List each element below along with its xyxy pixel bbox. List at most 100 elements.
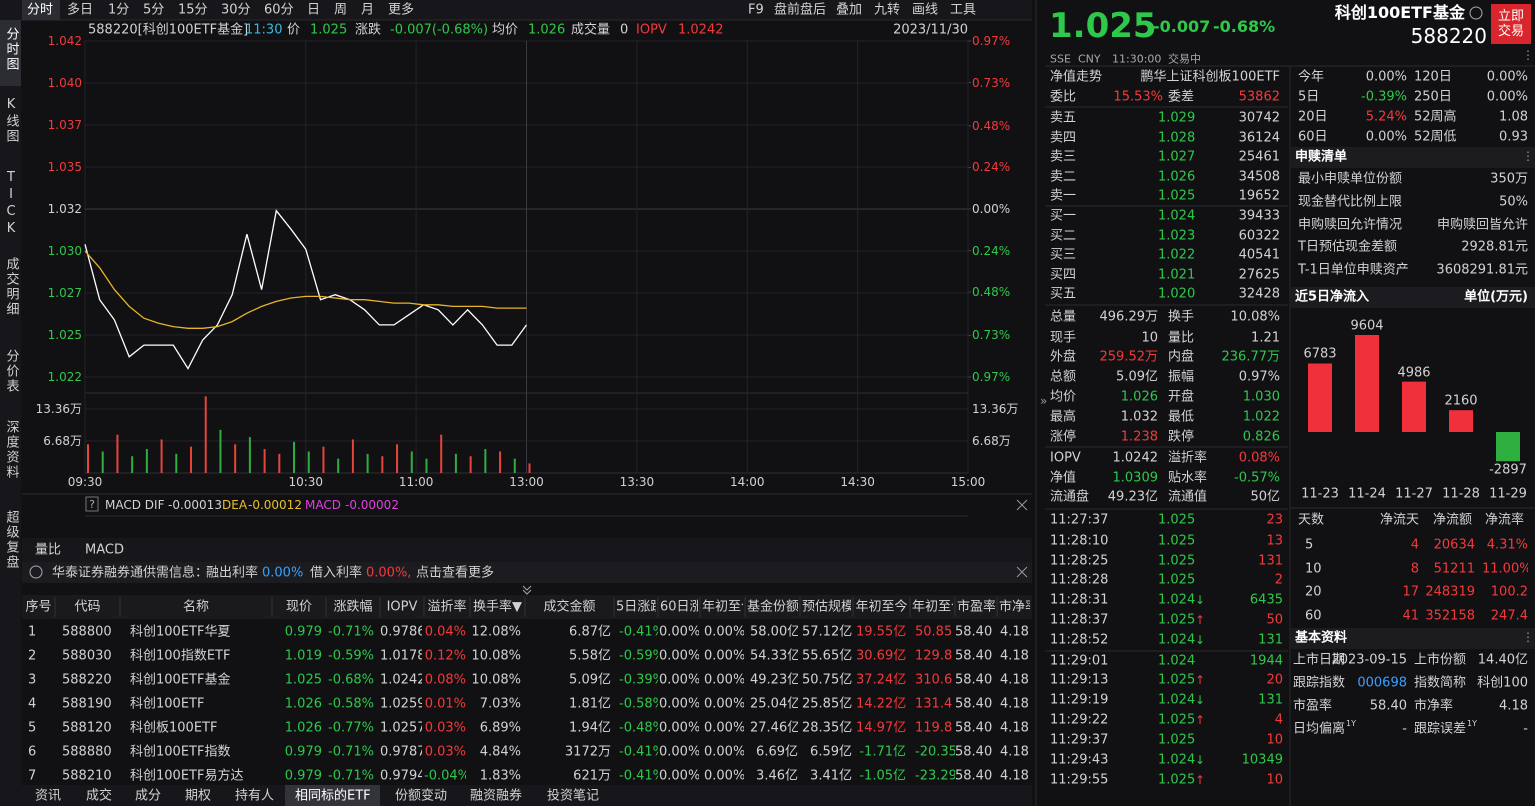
- column-header[interactable]: IOPV: [386, 599, 418, 615]
- trade-button[interactable]: [1491, 4, 1531, 44]
- tool-button[interactable]: 盘前盘后: [774, 2, 827, 18]
- close-icon[interactable]: [1016, 566, 1028, 578]
- tool-button[interactable]: 工具: [950, 2, 977, 18]
- perf-value: 0.00%: [1486, 69, 1528, 85]
- column-header[interactable]: 市净率: [999, 599, 1030, 615]
- macd-info: MACD: [305, 498, 341, 512]
- period-tab[interactable]: 更多: [388, 2, 415, 18]
- table-cell: -0.41%: [619, 744, 658, 760]
- bottom-tab[interactable]: 融资融券: [470, 788, 523, 804]
- basic-value[interactable]: 000698: [1357, 675, 1407, 691]
- column-header[interactable]: 年初至今: [855, 599, 908, 615]
- creation-label: T-1日单位申赎资产: [1298, 262, 1409, 278]
- side-tab[interactable]: 分价表: [3, 349, 19, 394]
- volume-bar: [528, 463, 531, 473]
- stat-value: 1.0242: [1112, 450, 1159, 466]
- column-header[interactable]: 名称: [182, 599, 209, 615]
- tool-button[interactable]: 画线: [912, 2, 939, 18]
- trade-button-label[interactable]: 立即交易: [1497, 9, 1524, 39]
- column-header[interactable]: 涨跌幅: [333, 599, 373, 615]
- trade-price: 1.024: [1158, 632, 1196, 648]
- table-cell: 58.40: [955, 672, 993, 688]
- bottom-tab[interactable]: 投资笔记: [547, 788, 600, 804]
- more-icon[interactable]: ⋮: [1522, 630, 1534, 644]
- side-tab[interactable]: 分时图: [3, 27, 19, 72]
- period-tab[interactable]: 月: [361, 2, 375, 18]
- table-cell: 58.40: [955, 648, 993, 664]
- inflow-bar: [1449, 410, 1473, 432]
- table-cell: 37.24亿: [856, 672, 906, 688]
- table-cell: 4.18: [1000, 696, 1029, 712]
- tool-button[interactable]: F9: [748, 2, 764, 18]
- table-cell: 1.026: [284, 720, 322, 736]
- table-cell: 621万: [573, 768, 611, 784]
- more-icon[interactable]: ⋮: [1522, 48, 1534, 62]
- column-header[interactable]: 成交金额: [543, 599, 596, 615]
- nav-fund: 鹏华上证科创板100ETF: [1140, 69, 1280, 85]
- table-cell: -0.68%: [328, 672, 374, 688]
- table-cell: -0.71%: [328, 624, 374, 640]
- period-tab[interactable]: 60分: [264, 2, 294, 18]
- expand-icon[interactable]: [522, 585, 532, 595]
- column-header[interactable]: 5日涨跌: [616, 599, 656, 615]
- column-header[interactable]: 年初至今: [702, 599, 743, 615]
- bottom-tab[interactable]: 资讯: [35, 788, 62, 804]
- column-header[interactable]: 代码: [74, 599, 101, 615]
- left-tab-active: [0, 20, 21, 86]
- column-header[interactable]: 市盈率: [957, 599, 995, 615]
- bottom-tab[interactable]: 成分: [135, 788, 162, 804]
- bottom-tab[interactable]: 成交: [86, 788, 113, 804]
- trade-price: 1.025: [1158, 772, 1196, 788]
- period-tab[interactable]: 30分: [221, 2, 251, 18]
- period-tab[interactable]: 多日: [67, 2, 94, 18]
- bottom-tab[interactable]: 相同标的ETF: [295, 788, 371, 804]
- period-tab[interactable]: 日: [307, 2, 321, 18]
- sub-tab[interactable]: 量比: [35, 542, 62, 558]
- column-header[interactable]: 基金份额: [747, 599, 798, 615]
- notice-text[interactable]: 点击查看更多: [416, 565, 495, 581]
- side-tab[interactable]: 超级复盘: [3, 510, 19, 570]
- book-volume: 19652: [1238, 188, 1280, 204]
- side-tab[interactable]: TICK: [3, 170, 19, 238]
- book-volume: 60322: [1238, 228, 1280, 244]
- stat-label: 涨停: [1050, 429, 1077, 445]
- period-tab[interactable]: 分时: [27, 2, 54, 18]
- period-tab[interactable]: 5分: [143, 2, 165, 18]
- column-header[interactable]: 现价: [285, 599, 312, 615]
- table-cell: 科创100ETF华夏: [130, 624, 231, 640]
- bottom-tab[interactable]: 持有人: [235, 788, 275, 804]
- flow-days: 10: [1305, 561, 1322, 576]
- bottom-tab[interactable]: 期权: [185, 788, 212, 804]
- column-header[interactable]: 60日涨跌: [660, 599, 698, 615]
- more-icon[interactable]: ⋮: [1522, 149, 1534, 163]
- ratio-label: 委比: [1050, 89, 1077, 105]
- column-header[interactable]: 溢折率: [427, 599, 467, 615]
- tool-button[interactable]: 九转: [874, 2, 901, 18]
- column-header[interactable]: 换手率▼: [473, 599, 522, 615]
- sub-tab[interactable]: MACD: [85, 542, 124, 558]
- side-tab[interactable]: 深度资料: [3, 420, 19, 480]
- creation-label: 现金替代比例上限: [1298, 194, 1403, 210]
- help-icon[interactable]: [85, 496, 99, 512]
- notice-text: 借入利率: [310, 565, 363, 581]
- column-header[interactable]: 预估规模: [802, 599, 851, 615]
- column-header[interactable]: 序号: [25, 599, 52, 615]
- close-icon[interactable]: [1016, 499, 1028, 511]
- bottom-tab[interactable]: 份额变动: [395, 788, 448, 804]
- period-tab[interactable]: 15分: [178, 2, 208, 18]
- period-tab[interactable]: 周: [334, 2, 348, 18]
- stat-value: 1.030: [1242, 389, 1280, 405]
- collapse-icon[interactable]: »: [1040, 394, 1047, 408]
- creation-label: 最小申赎单位份额: [1298, 171, 1403, 187]
- side-tab[interactable]: K线图: [3, 97, 19, 144]
- column-header[interactable]: 年初至今: [912, 599, 953, 615]
- flow-value: 41: [1402, 608, 1419, 623]
- chart-info: 1.026: [528, 22, 566, 38]
- stat-value: 1.026: [1120, 389, 1158, 405]
- trade-arrow: ↓: [1195, 693, 1206, 707]
- trade-arrow: ↓: [1195, 633, 1206, 647]
- side-tab[interactable]: 成交明细: [3, 257, 19, 317]
- period-tab[interactable]: 1分: [108, 2, 130, 18]
- inflow-bar: [1496, 432, 1520, 462]
- tool-button[interactable]: 叠加: [836, 2, 863, 18]
